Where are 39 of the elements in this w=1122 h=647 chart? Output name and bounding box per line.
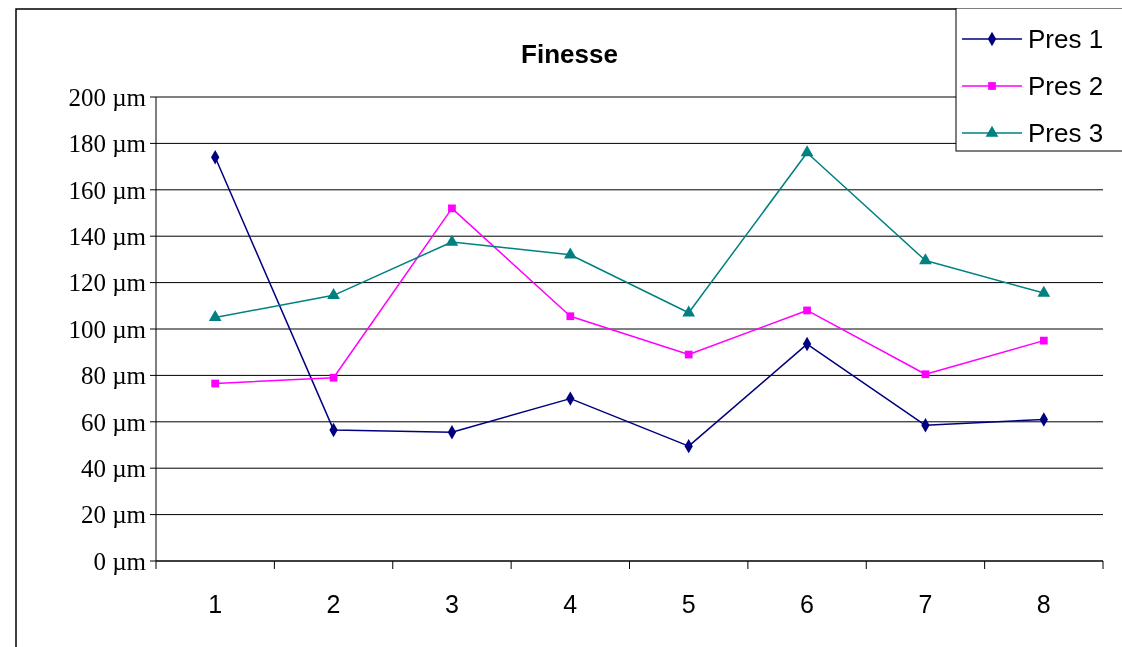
point <box>1037 285 1051 297</box>
y-tick-label: 140 µm <box>68 222 147 250</box>
point <box>682 305 696 317</box>
x-tick-label: 3 <box>444 590 459 618</box>
y-tick-label: 180 µm <box>68 130 147 158</box>
point <box>445 234 459 246</box>
x-tick-label: 4 <box>563 590 578 618</box>
x-tick-label: 1 <box>208 590 223 618</box>
x-tick-label: 5 <box>681 590 696 618</box>
y-tick-label: 20 µm <box>80 501 147 529</box>
point <box>800 145 814 157</box>
point <box>329 373 338 382</box>
point <box>211 379 220 388</box>
x-tick-label: 8 <box>1036 590 1051 618</box>
x-tick-label: 6 <box>800 590 815 618</box>
point <box>208 310 222 322</box>
point <box>563 247 577 259</box>
y-tick-label: 160 µm <box>68 176 147 204</box>
point <box>803 306 811 315</box>
y-tick-label: 80 µm <box>80 362 147 390</box>
legend-label: Pres 3 <box>1028 118 1104 149</box>
y-tick-label: 40 µm <box>80 454 147 482</box>
y-tick-label: 200 µm <box>68 83 147 111</box>
x-tick-label: 2 <box>326 590 341 618</box>
y-tick-label: 60 µm <box>80 408 147 436</box>
legend-label: Pres 1 <box>1028 24 1104 55</box>
point <box>448 204 456 213</box>
point <box>684 350 693 359</box>
y-tick-label: 0 µm <box>93 547 147 575</box>
x-tick-label: 7 <box>918 590 933 618</box>
point <box>919 253 932 265</box>
point <box>327 288 340 300</box>
point <box>1039 336 1048 345</box>
point <box>566 312 575 321</box>
chart-title: Finesse <box>521 39 618 69</box>
legend-label: Pres 2 <box>1028 71 1104 102</box>
y-tick-label: 100 µm <box>68 315 147 343</box>
point <box>921 370 930 379</box>
y-tick-label: 120 µm <box>68 269 147 297</box>
